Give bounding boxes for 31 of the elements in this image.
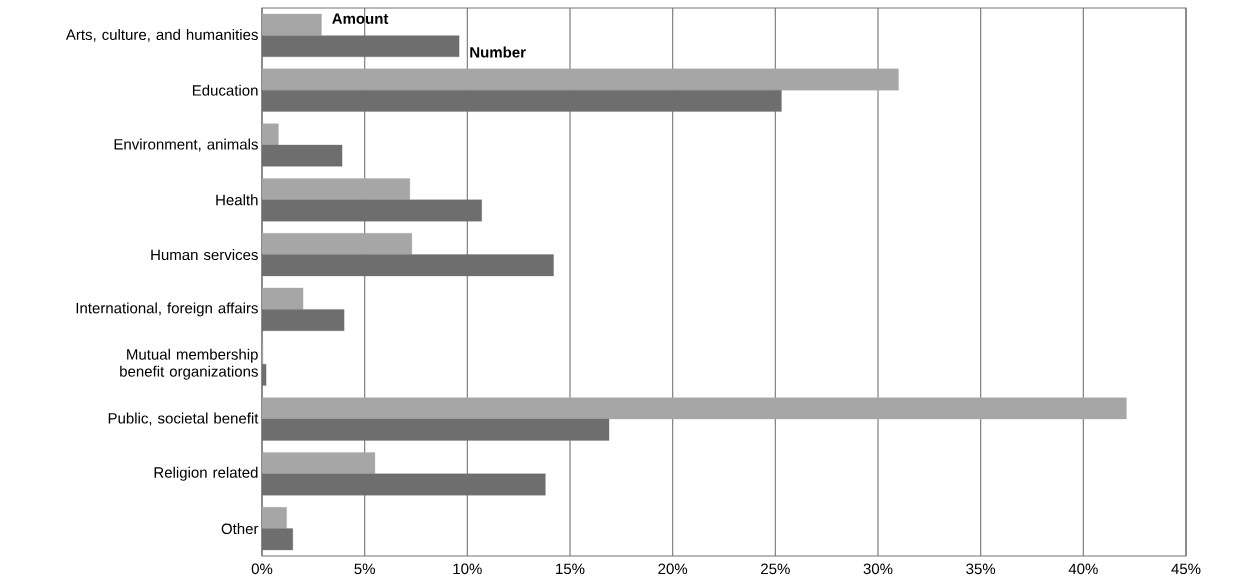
y-tick-label: Environment, animals	[114, 138, 258, 152]
x-tick-label: 40%	[1068, 563, 1098, 574]
bar	[262, 178, 410, 200]
x-tick-label: 25%	[761, 563, 790, 574]
y-tick-label: Other	[221, 522, 259, 534]
y-tick-label: Mutual membership benefit organizations	[120, 348, 258, 380]
y-tick-label: International, foreign affairs	[76, 302, 258, 317]
x-tick-label: 5%	[354, 563, 375, 574]
y-tick-label: Health	[216, 194, 258, 206]
x-tick-label: 30%	[863, 563, 893, 574]
x-tick-label: 10%	[453, 563, 482, 574]
bar	[262, 397, 1127, 419]
series-label: Number	[470, 46, 526, 58]
bar	[262, 287, 304, 310]
x-tick-label: 20%	[658, 563, 688, 574]
x-tick-label: 35%	[966, 563, 996, 574]
bar	[262, 123, 279, 145]
x-tick-label: 15%	[556, 563, 585, 574]
y-tick-label: Human services	[151, 248, 258, 260]
bar	[262, 452, 376, 474]
y-tick-label: Arts, culture, and humanities	[65, 28, 258, 42]
bar	[262, 232, 413, 255]
y-tick-label: Religion related	[154, 466, 258, 481]
bar	[262, 506, 287, 529]
x-tick-label: 0%	[251, 563, 273, 574]
x-tick-label: 45%	[1171, 563, 1201, 574]
bar	[262, 13, 322, 36]
series-label: Amount	[332, 13, 389, 24]
bar	[262, 68, 899, 91]
y-tick-label: Education	[192, 84, 258, 96]
y-tick-label: Public, societal benefit	[108, 412, 259, 426]
